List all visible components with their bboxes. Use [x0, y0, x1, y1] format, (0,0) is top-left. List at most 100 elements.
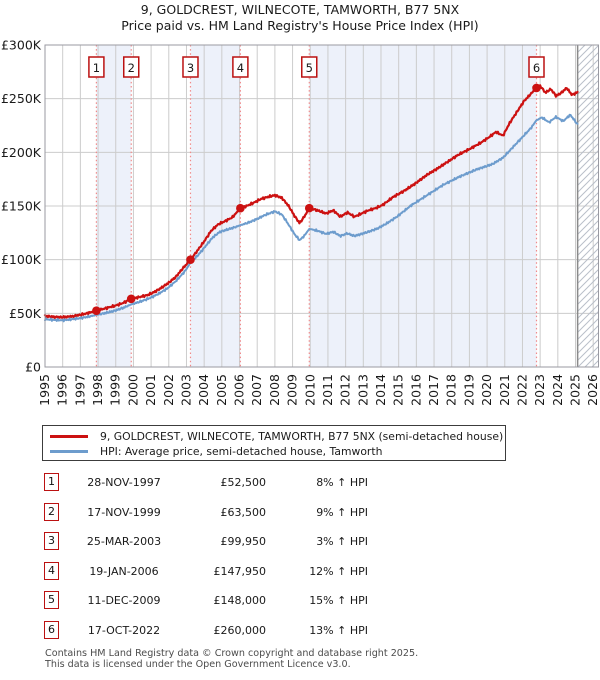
sale-number-label: 3 — [187, 61, 194, 75]
x-tick-label: 2023 — [532, 374, 547, 406]
sale-number-badge: 5 — [44, 591, 59, 609]
x-tick-label: 2003 — [178, 374, 193, 406]
sale-date: 17-OCT-2022 — [87, 623, 161, 637]
sale-number-box — [182, 56, 199, 78]
sale-marker-dot — [236, 203, 245, 213]
x-tick-label: 2019 — [461, 374, 476, 406]
hatch-fill — [577, 45, 599, 367]
table-row: 4 19-JAN-2006 £147,950 12% ↑ HPI — [44, 561, 374, 582]
x-tick-label: 2004 — [196, 374, 211, 406]
sale-number-box — [122, 56, 140, 78]
y-tick-label: £50K — [9, 306, 42, 321]
x-tick-label: 2021 — [497, 374, 512, 406]
table-row: 3 25-MAR-2003 £99,950 3% ↑ HPI — [44, 532, 374, 552]
sale-number-badge: 6 — [44, 620, 59, 639]
sale-marker-dot — [532, 83, 541, 93]
x-tick-label: 2008 — [267, 374, 282, 406]
y-tick-label: £200K — [1, 145, 42, 160]
sale-marker-dot — [186, 255, 195, 265]
sale-number-badge: 3 — [44, 532, 59, 550]
footer-line-1: Contains HM Land Registry data © Crown c… — [45, 648, 419, 659]
x-tick-label: 2010 — [302, 374, 317, 406]
y-tick-label: £300K — [1, 38, 42, 53]
table-row: 6 17-OCT-2022 £260,000 13% ↑ HPI — [44, 620, 374, 641]
sale-number-label: 2 — [128, 61, 135, 75]
x-tick-label: 2024 — [550, 374, 565, 406]
sale-price: £260,000 — [213, 623, 267, 637]
sale-vs-hpi: 13% ↑ HPI — [309, 623, 368, 637]
x-tick-label: 2000 — [125, 374, 140, 406]
sale-date: 19-JAN-2006 — [89, 564, 159, 578]
sale-vs-hpi: 15% ↑ HPI — [309, 594, 368, 607]
x-tick-label: 2022 — [514, 374, 529, 406]
legend-label: HPI: Average price, semi-detached house,… — [100, 445, 383, 458]
sales-table: 1 28-NOV-1997 £52,500 8% ↑ HPI 2 17-NOV-1999 £… — [44, 473, 374, 649]
x-tick-label: 2005 — [214, 374, 229, 406]
sale-price: £99,950 — [220, 535, 267, 548]
sale-marker-dot — [126, 294, 136, 304]
x-tick-label: 2012 — [338, 374, 353, 406]
sale-vs-hpi: 3% ↑ HPI — [316, 535, 368, 548]
license-footer: Contains HM Land Registry data © Crown c… — [45, 648, 585, 670]
sale-price: £147,950 — [213, 564, 267, 578]
legend-item: HPI: Average price, semi-detached house,… — [50, 444, 505, 459]
x-tick-label: 2017 — [426, 374, 441, 406]
sale-number-box — [528, 56, 545, 78]
table-row: 1 28-NOV-1997 £52,500 8% ↑ HPI — [44, 473, 374, 493]
x-tick-label: 2026 — [585, 374, 600, 406]
sale-number-label: 6 — [533, 61, 540, 75]
x-axis-labels: 1995 1996 1997 1998 1999 2000 2001 2002 2003 2004… — [37, 374, 600, 406]
sale-number-boxes: 1 2 3 4 5 6 — [88, 56, 545, 78]
x-tick-label: 1998 — [90, 374, 105, 406]
sale-price: £52,500 — [220, 476, 267, 489]
x-tick-label: 2015 — [391, 374, 406, 406]
sale-date: 17-NOV-1999 — [87, 505, 161, 519]
x-tick-label: 2013 — [355, 374, 370, 406]
x-tick-label: 1999 — [108, 374, 123, 406]
sale-number-label: 1 — [93, 61, 100, 75]
sale-date: 11-DEC-2009 — [87, 594, 161, 607]
x-tick-label: 1997 — [72, 374, 87, 406]
y-tick-label: £150K — [1, 199, 42, 214]
x-tick-label: 1996 — [55, 374, 70, 406]
x-tick-label: 2020 — [479, 374, 494, 406]
chart-legend: 9, GOLDCREST, WILNECOTE, TAMWORTH, B77 5… — [42, 425, 506, 461]
sale-vs-hpi: 12% ↑ HPI — [309, 564, 368, 578]
y-tick-label: £250K — [1, 91, 42, 106]
price-history-chart: 1 2 3 4 5 6 £0 £50K £100K £150K £200K £250K £300K 199… — [1, 38, 600, 406]
chart-subtitle: Price paid vs. HM Land Registry's House … — [121, 18, 479, 33]
future-hatch — [576, 45, 599, 367]
sale-vs-hpi: 8% ↑ HPI — [316, 476, 368, 489]
x-tick-label: 2014 — [373, 374, 388, 406]
y-axis-labels: £0 £50K £100K £150K £200K £250K £300K — [1, 38, 42, 375]
footer-line-2: This data is licensed under the Open Gov… — [45, 659, 351, 670]
sale-date: 28-NOV-1997 — [87, 476, 161, 489]
x-tick-label: 2001 — [143, 374, 158, 406]
sale-marker-dot — [304, 203, 314, 213]
sale-number-badge: 1 — [44, 473, 59, 491]
x-tick-label: 2016 — [408, 374, 423, 406]
sale-number-badge: 4 — [44, 561, 59, 580]
sale-marker-dot — [92, 306, 101, 315]
legend-line-price-paid — [50, 435, 88, 438]
x-tick-label: 1995 — [37, 374, 52, 406]
x-tick-label: 2025 — [568, 374, 583, 406]
sale-price: £63,500 — [220, 505, 267, 519]
series-hpi — [44, 113, 579, 323]
sale-number-badge: 2 — [44, 502, 59, 521]
legend-label: 9, GOLDCREST, WILNECOTE, TAMWORTH, B77 5… — [100, 430, 504, 443]
sale-price: £148,000 — [213, 594, 267, 607]
x-tick-label: 2006 — [232, 374, 247, 406]
plot-border — [44, 44, 599, 368]
table-row: 5 11-DEC-2009 £148,000 15% ↑ HPI — [44, 591, 374, 611]
x-tick-label: 2018 — [444, 374, 459, 406]
x-tick-label: 2011 — [320, 374, 335, 406]
sale-number-label: 5 — [306, 61, 313, 75]
sale-number-box — [88, 56, 105, 78]
sale-number-box — [301, 56, 318, 78]
sale-date: 25-MAR-2003 — [86, 535, 162, 548]
x-tick-label: 2007 — [249, 374, 264, 406]
x-tick-label: 2002 — [161, 374, 176, 406]
y-tick-label: £0 — [25, 360, 41, 375]
sale-markers — [92, 83, 541, 315]
